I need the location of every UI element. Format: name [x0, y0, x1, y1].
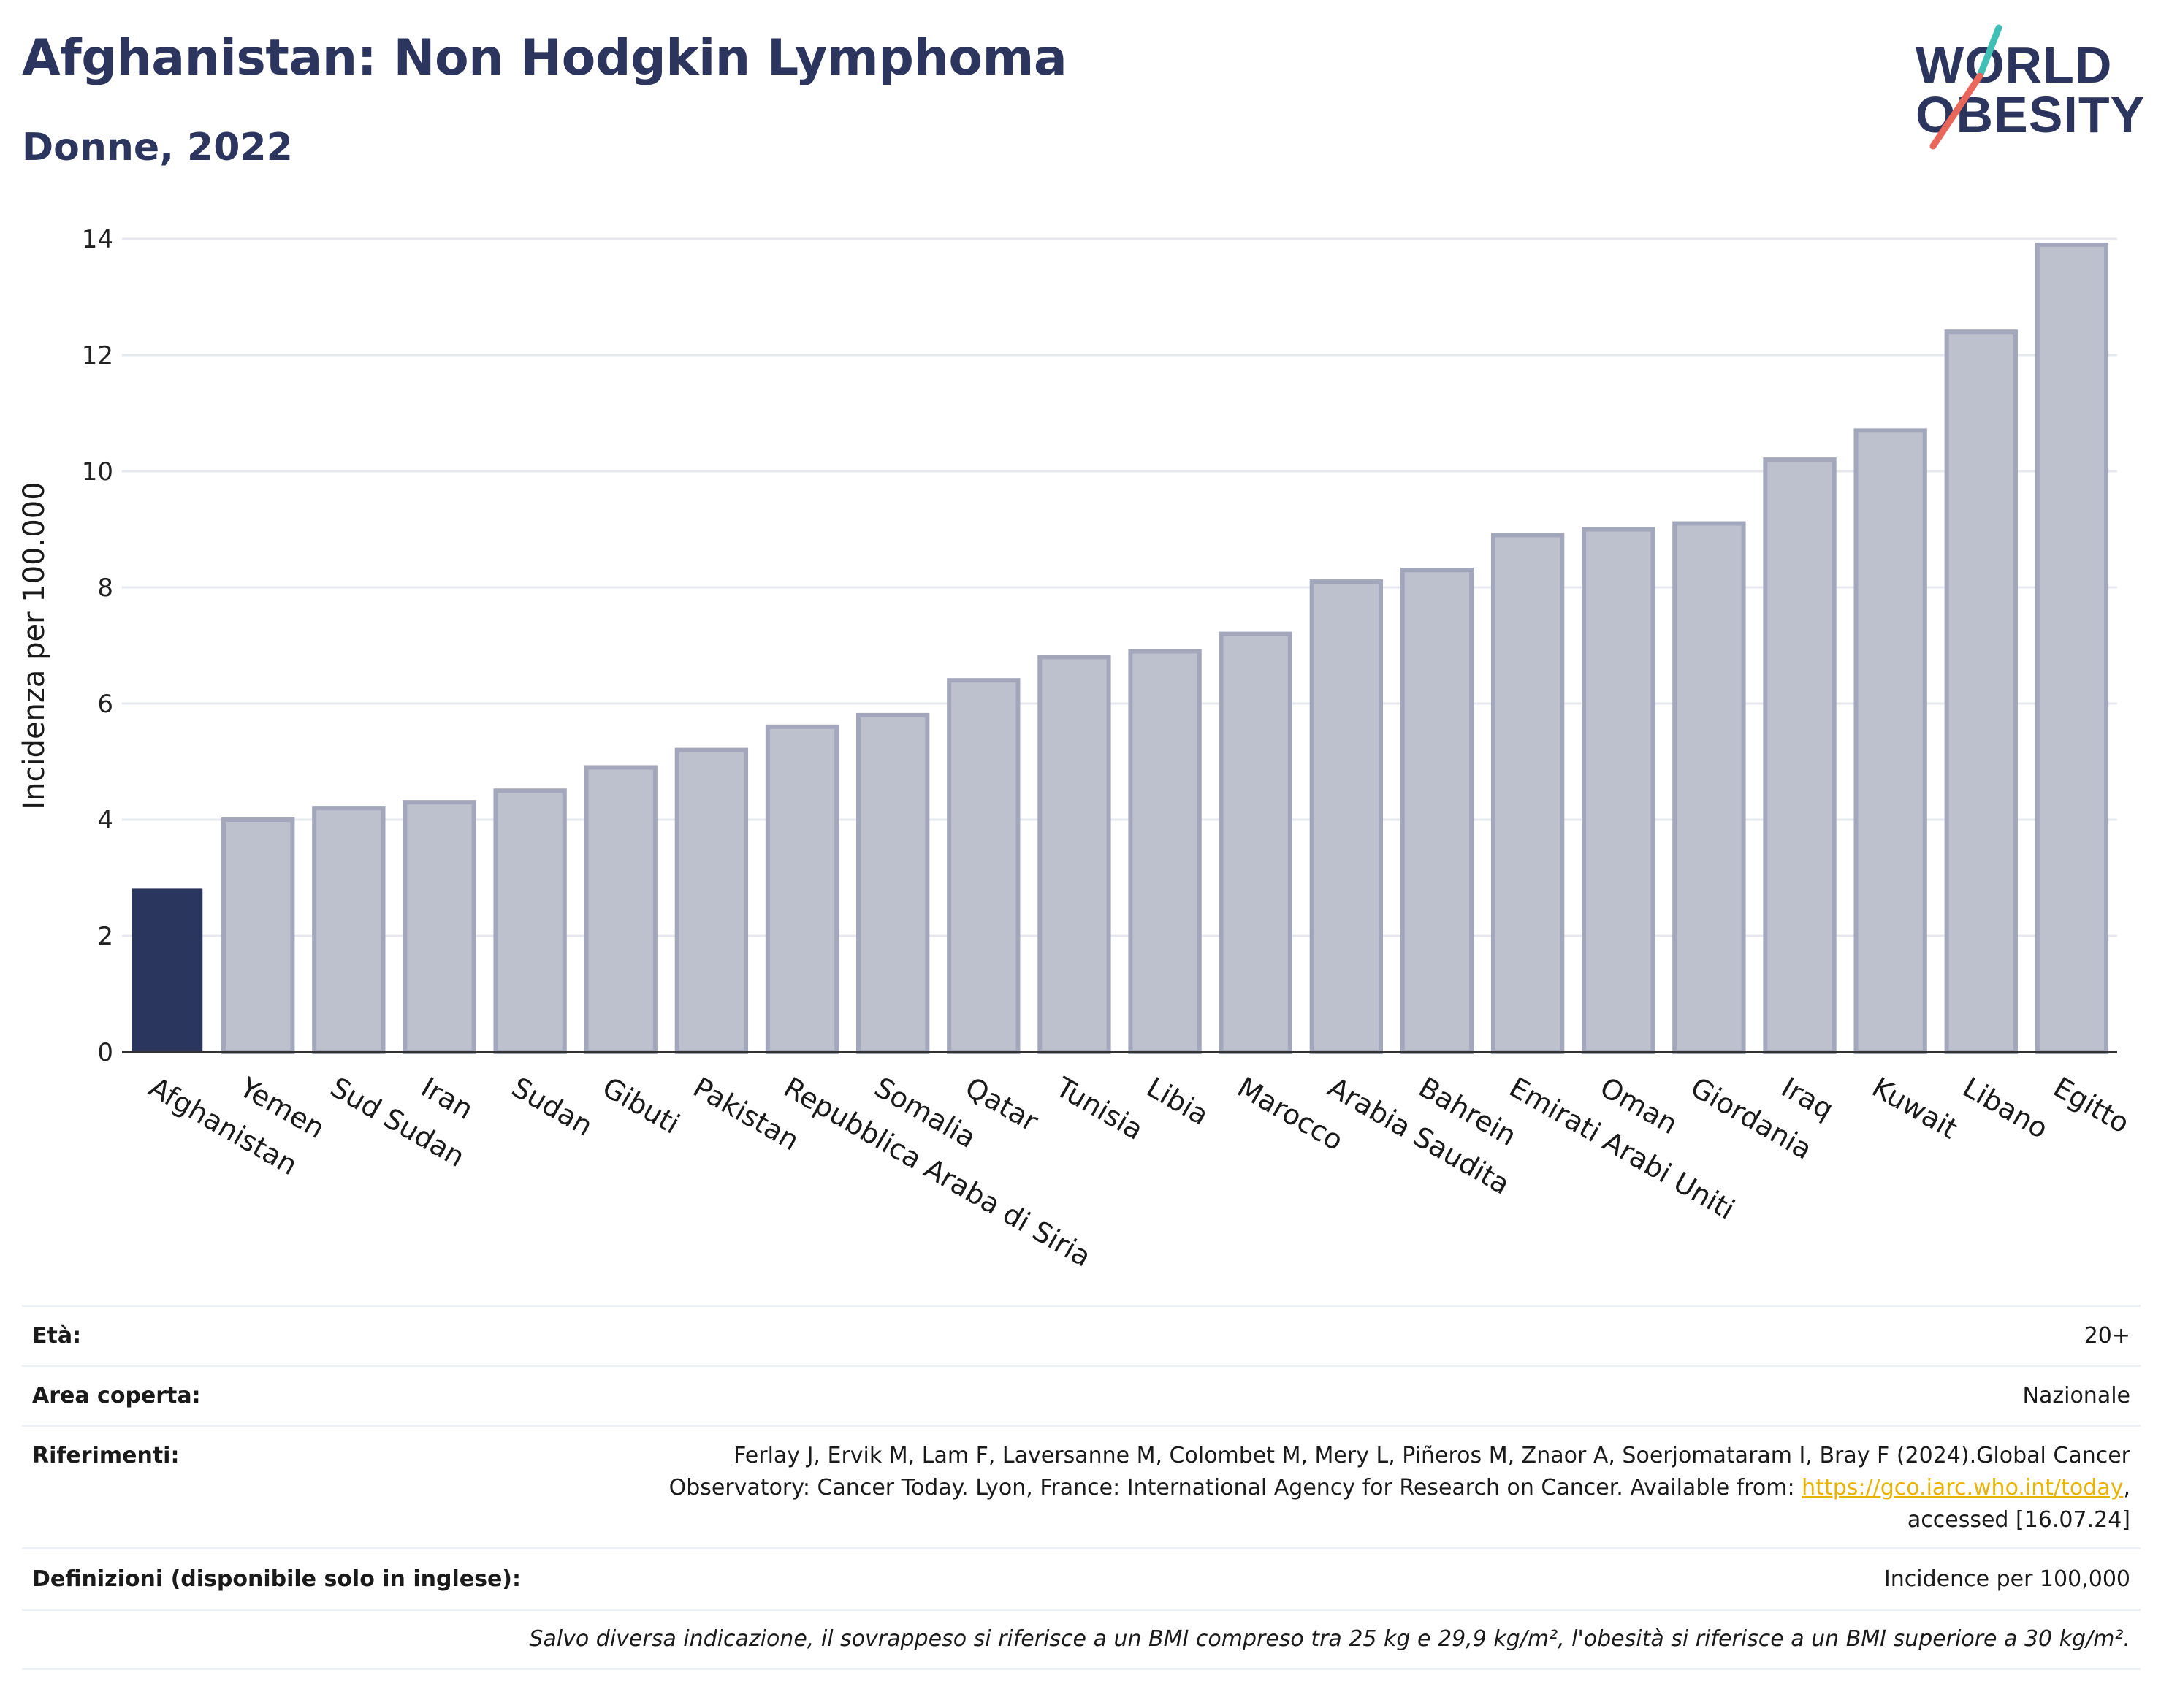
bar-marocco[interactable]: [1219, 631, 1292, 1054]
area-label: Area coperta:: [32, 1383, 201, 1408]
y-tick-label: 4: [97, 806, 113, 835]
info-table: Età: 20+ Area coperta: Nazionale Riferim…: [22, 1305, 2141, 1670]
x-tick-label: Libano: [1957, 1071, 2054, 1145]
bar-egitto[interactable]: [2035, 242, 2109, 1055]
bar-arabia-saudita[interactable]: [1309, 579, 1384, 1054]
age-value: 20+: [2084, 1322, 2130, 1349]
references-line-2-end: ,: [2123, 1475, 2130, 1501]
y-tick-label: 14: [82, 225, 113, 254]
bar-bahrein[interactable]: [1400, 568, 1474, 1054]
bar-somalia[interactable]: [855, 712, 930, 1055]
references-line-1: Ferlay J, Ervik M, Lam F, Laversanne M, …: [733, 1443, 2130, 1468]
y-tick-label: 12: [82, 341, 113, 370]
bar-iran[interactable]: [403, 800, 476, 1055]
x-tick-label: Iraq: [1776, 1071, 1839, 1126]
bar-pakistan[interactable]: [674, 747, 749, 1054]
info-row-references: Riferimenti: Ferlay J, Ervik M, Lam F, L…: [22, 1425, 2141, 1547]
bars: [132, 242, 2109, 1055]
bar-qatar[interactable]: [947, 678, 1021, 1054]
references-value: Ferlay J, Ervik M, Lam F, Laversanne M, …: [669, 1440, 2130, 1536]
bar-oman[interactable]: [1582, 527, 1655, 1054]
x-tick-label: Tunisia: [1050, 1070, 1148, 1146]
x-tick-label: Iran: [416, 1071, 479, 1126]
chart-subtitle: Donne, 2022: [22, 126, 293, 169]
area-value: Nazionale: [2022, 1382, 2130, 1408]
references-label: Riferimenti:: [32, 1443, 180, 1468]
y-tick-label: 10: [82, 457, 113, 487]
bar-afghanistan[interactable]: [132, 888, 203, 1053]
bar-emirati-arabi-uniti[interactable]: [1490, 533, 1565, 1054]
bar-iraq[interactable]: [1763, 457, 1837, 1055]
x-tick-label: Sudan: [506, 1071, 598, 1143]
references-link[interactable]: https://gco.iarc.who.int/today: [1802, 1475, 2124, 1501]
x-tick-label: Gibuti: [597, 1071, 685, 1140]
bmi-note: Salvo diversa indicazione, il sovrappeso…: [529, 1626, 2130, 1652]
bar-tunisia[interactable]: [1037, 655, 1111, 1054]
world-obesity-logo[interactable]: WORLD OBESITY: [1905, 22, 2146, 153]
bar-kuwait[interactable]: [1853, 428, 1927, 1055]
bar-sudan[interactable]: [493, 788, 567, 1054]
definitions-label: Definizioni (disponibile solo in inglese…: [32, 1566, 521, 1592]
info-row-definitions: Definizioni (disponibile solo in inglese…: [22, 1547, 2141, 1609]
bar-giordania[interactable]: [1672, 521, 1746, 1054]
chart-title: Afghanistan: Non Hodgkin Lymphoma: [22, 29, 1067, 87]
y-tick-label: 8: [97, 573, 113, 603]
y-tick-labels: 0 2 4 6 8 10 12 14: [82, 225, 113, 1067]
y-tick-label: 6: [97, 690, 113, 719]
logo-line-world: WORLD: [1916, 37, 2113, 94]
y-tick-label: 0: [97, 1038, 113, 1067]
references-line-2: Observatory: Cancer Today. Lyon, France:…: [668, 1475, 1802, 1501]
bar-gibuti[interactable]: [584, 765, 658, 1054]
definitions-value: Incidence per 100,000: [1883, 1566, 2130, 1592]
info-row-area: Area coperta: Nazionale: [22, 1365, 2141, 1425]
bar-libia[interactable]: [1128, 649, 1202, 1054]
age-label: Età:: [32, 1323, 82, 1349]
x-tick-label: Libia: [1141, 1071, 1214, 1132]
y-tick-label: 2: [97, 922, 113, 951]
x-tick-label: Egitto: [2048, 1071, 2135, 1140]
bar-libano[interactable]: [1944, 329, 2018, 1054]
info-row-note: Salvo diversa indicazione, il sovrappeso…: [22, 1609, 2141, 1670]
logo-slash-icon: [1929, 24, 2002, 150]
bar-sud-sudan[interactable]: [312, 806, 386, 1054]
references-line-3: accessed [16.07.24]: [1907, 1507, 2130, 1533]
x-tick-label: Kuwait: [1867, 1071, 1963, 1145]
info-row-age: Età: 20+: [22, 1305, 2141, 1365]
y-axis-label: Incidenza per 100.000: [18, 481, 51, 809]
bar-yemen[interactable]: [221, 817, 295, 1054]
bar-repubblica-araba-di-siria[interactable]: [765, 724, 839, 1054]
